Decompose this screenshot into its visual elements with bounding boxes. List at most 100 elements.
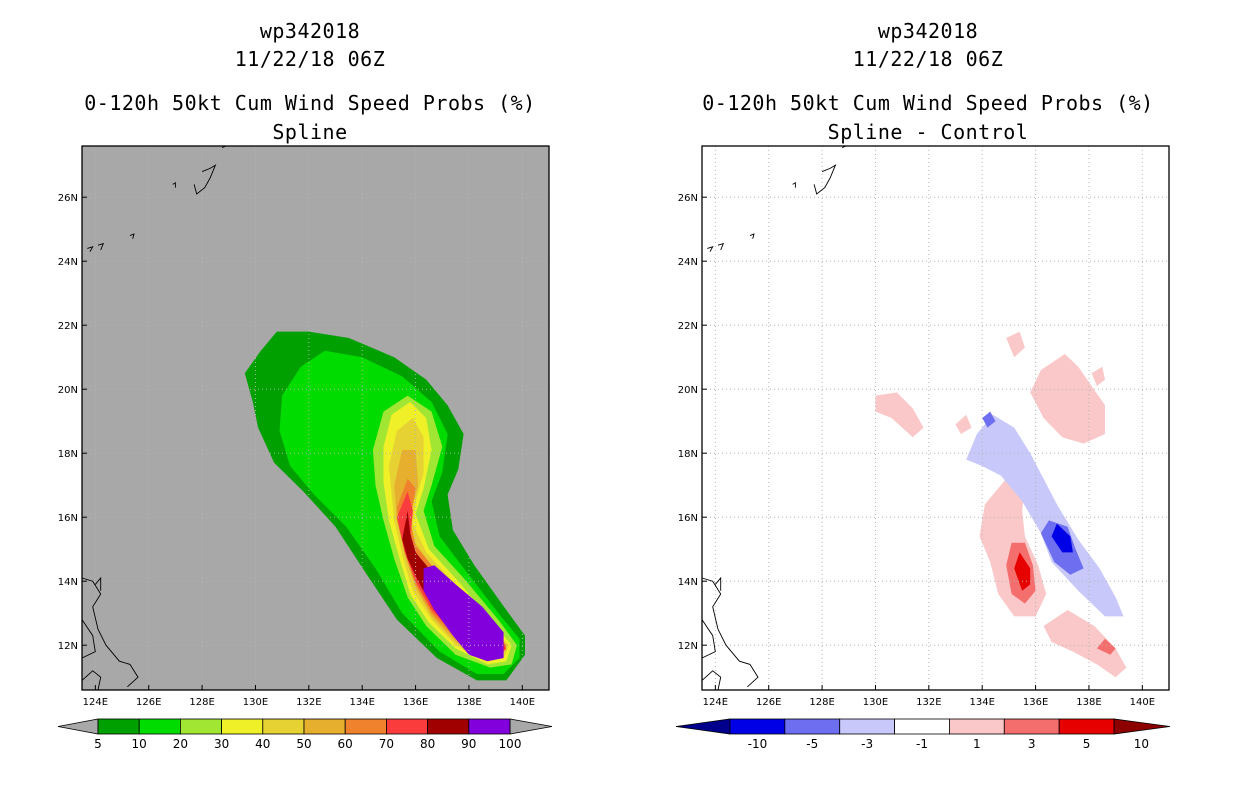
right-ytick-label-6: 24N (678, 257, 698, 268)
right-title-storm: wp342018 (877, 19, 979, 43)
right-legend-arrow-high (1113, 718, 1171, 735)
left-ytick-label-6: 24N (58, 257, 78, 268)
left-legend-label-0: 5 (94, 737, 102, 751)
right-legend-swatch-5 (1003, 718, 1060, 735)
left-title-storm: wp342018 (259, 19, 361, 43)
right-ytick-label-1: 14N (678, 577, 698, 588)
right-xtick-label-2: 128E (809, 697, 834, 708)
left-xtick-label-6: 136E (403, 697, 428, 708)
right-coastline-7 (701, 619, 716, 659)
left-legend-label-8: 80 (420, 737, 435, 751)
left-legend-swatch-9 (468, 718, 511, 735)
left-coastline-1 (172, 182, 176, 188)
right-contour-1-6 (1043, 610, 1127, 678)
left-legend-swatch-2 (179, 718, 222, 735)
left-coastline-2 (97, 242, 105, 251)
right-ytick-label-5: 22N (678, 321, 698, 332)
right-legend-arrow-low (675, 718, 731, 735)
left-ytick-label-0: 12N (58, 641, 78, 652)
left-ytick-label-5: 22N (58, 321, 78, 332)
right-legend-swatch-1 (784, 718, 841, 735)
right-xtick-label-4: 132E (916, 697, 941, 708)
right-coastline-8 (701, 670, 722, 691)
left-legend-label-6: 60 (338, 737, 353, 751)
right-coastline-4 (749, 233, 755, 239)
right-contour-neg3-12 (982, 411, 996, 428)
left-probability-map: 124E 126E 128E 130E 132E 134E 136E 138E 140E 12N 1… (57, 145, 553, 751)
right-legend-swatch-0 (729, 718, 786, 735)
left-xtick-label-1: 126E (136, 697, 161, 708)
right-legend-swatch-4 (949, 718, 1005, 735)
right-xtick-label-3: 130E (863, 697, 888, 708)
left-legend-swatch-6 (344, 718, 387, 735)
left-legend-label-1: 10 (132, 737, 147, 751)
right-coastline-3 (707, 246, 714, 252)
right-contour-1-5 (1091, 366, 1105, 386)
left-legend-label-7: 70 (379, 737, 394, 751)
left-legend-swatch-4 (262, 718, 305, 735)
left-legend-label-3: 30 (214, 737, 229, 751)
left-coastline-8 (81, 670, 102, 691)
right-contour-3-8 (1096, 638, 1116, 655)
right-xtick-label-5: 134E (969, 697, 994, 708)
left-ytick-label-4: 20N (58, 385, 78, 396)
left-ytick-label-2: 16N (58, 513, 78, 524)
left-legend-swatch-5 (303, 718, 346, 735)
left-ytick-label-1: 14N (58, 577, 78, 588)
right-ytick-label-0: 12N (678, 641, 698, 652)
left-legend-swatch-1 (138, 718, 181, 735)
left-xtick-label-4: 132E (296, 697, 321, 708)
left-legend-arrow-low (57, 718, 99, 735)
left-plot-frame (81, 145, 550, 691)
right-coastline-0 (813, 164, 837, 195)
left-xtick-label-2: 128E (189, 697, 214, 708)
right-legend-label-3: -1 (916, 737, 928, 751)
right-legend-swatch-6 (1058, 718, 1115, 735)
right-xtick-label-0: 124E (703, 697, 728, 708)
left-xtick-label-3: 130E (243, 697, 268, 708)
left-legend-swatch-0 (97, 718, 140, 735)
left-coastline-7 (81, 619, 96, 659)
right-contour-1-4 (955, 414, 972, 434)
left-coastline-4 (129, 233, 135, 239)
right-xtick-label-6: 136E (1023, 697, 1048, 708)
left-legend-label-5: 50 (296, 737, 311, 751)
right-legend-swatch-3 (894, 718, 950, 735)
right-xtick-label-8: 140E (1130, 697, 1155, 708)
left-legend-swatch-3 (221, 718, 264, 735)
right-ytick-label-3: 18N (678, 449, 698, 460)
left-contour-90-9 (423, 565, 504, 662)
right-legend-label-0: -10 (748, 737, 768, 751)
right-contour-1-3 (875, 392, 924, 438)
left-legend-swatch-8 (427, 718, 470, 735)
left-legend-swatch-7 (385, 718, 428, 735)
left-legend-label-10: 100 (499, 737, 522, 751)
right-ytick-label-7: 26N (678, 193, 698, 204)
left-coastline-9 (94, 576, 102, 591)
right-legend-label-7: 10 (1134, 737, 1149, 751)
right-legend-label-1: -5 (806, 737, 818, 751)
left-legend-label-2: 20 (173, 737, 188, 751)
left-xtick-label-0: 124E (83, 697, 108, 708)
left-legend-label-4: 40 (255, 737, 270, 751)
right-legend-label-6: 5 (1083, 737, 1091, 751)
right-xtick-label-7: 138E (1076, 697, 1101, 708)
right-difference-map: 124E 126E 128E 130E 132E 134E 136E 138E 140E 12N 1… (675, 145, 1171, 751)
right-title-product: 0-120h 50kt Cum Wind Speed Probs (%) (702, 91, 1154, 115)
left-title-time: 11/22/18 06Z (234, 47, 386, 71)
right-legend-label-2: -3 (861, 737, 873, 751)
right-contour-neg5-13 (1051, 523, 1073, 553)
right-legend-label-4: 1 (973, 737, 981, 751)
left-title-method: Spline (272, 120, 348, 144)
left-ytick-label-3: 18N (58, 449, 78, 460)
right-ytick-label-4: 20N (678, 385, 698, 396)
left-legend-arrow-high (509, 718, 553, 735)
left-coastline-6 (81, 577, 139, 688)
right-contour-neg1-10 (966, 414, 1124, 617)
right-contour-1-1 (1030, 354, 1105, 444)
right-plot-frame (701, 145, 1170, 691)
left-contour-40-4 (388, 418, 509, 662)
right-ytick-label-2: 16N (678, 513, 698, 524)
left-coastline-0 (193, 164, 217, 195)
left-xtick-label-5: 134E (349, 697, 374, 708)
